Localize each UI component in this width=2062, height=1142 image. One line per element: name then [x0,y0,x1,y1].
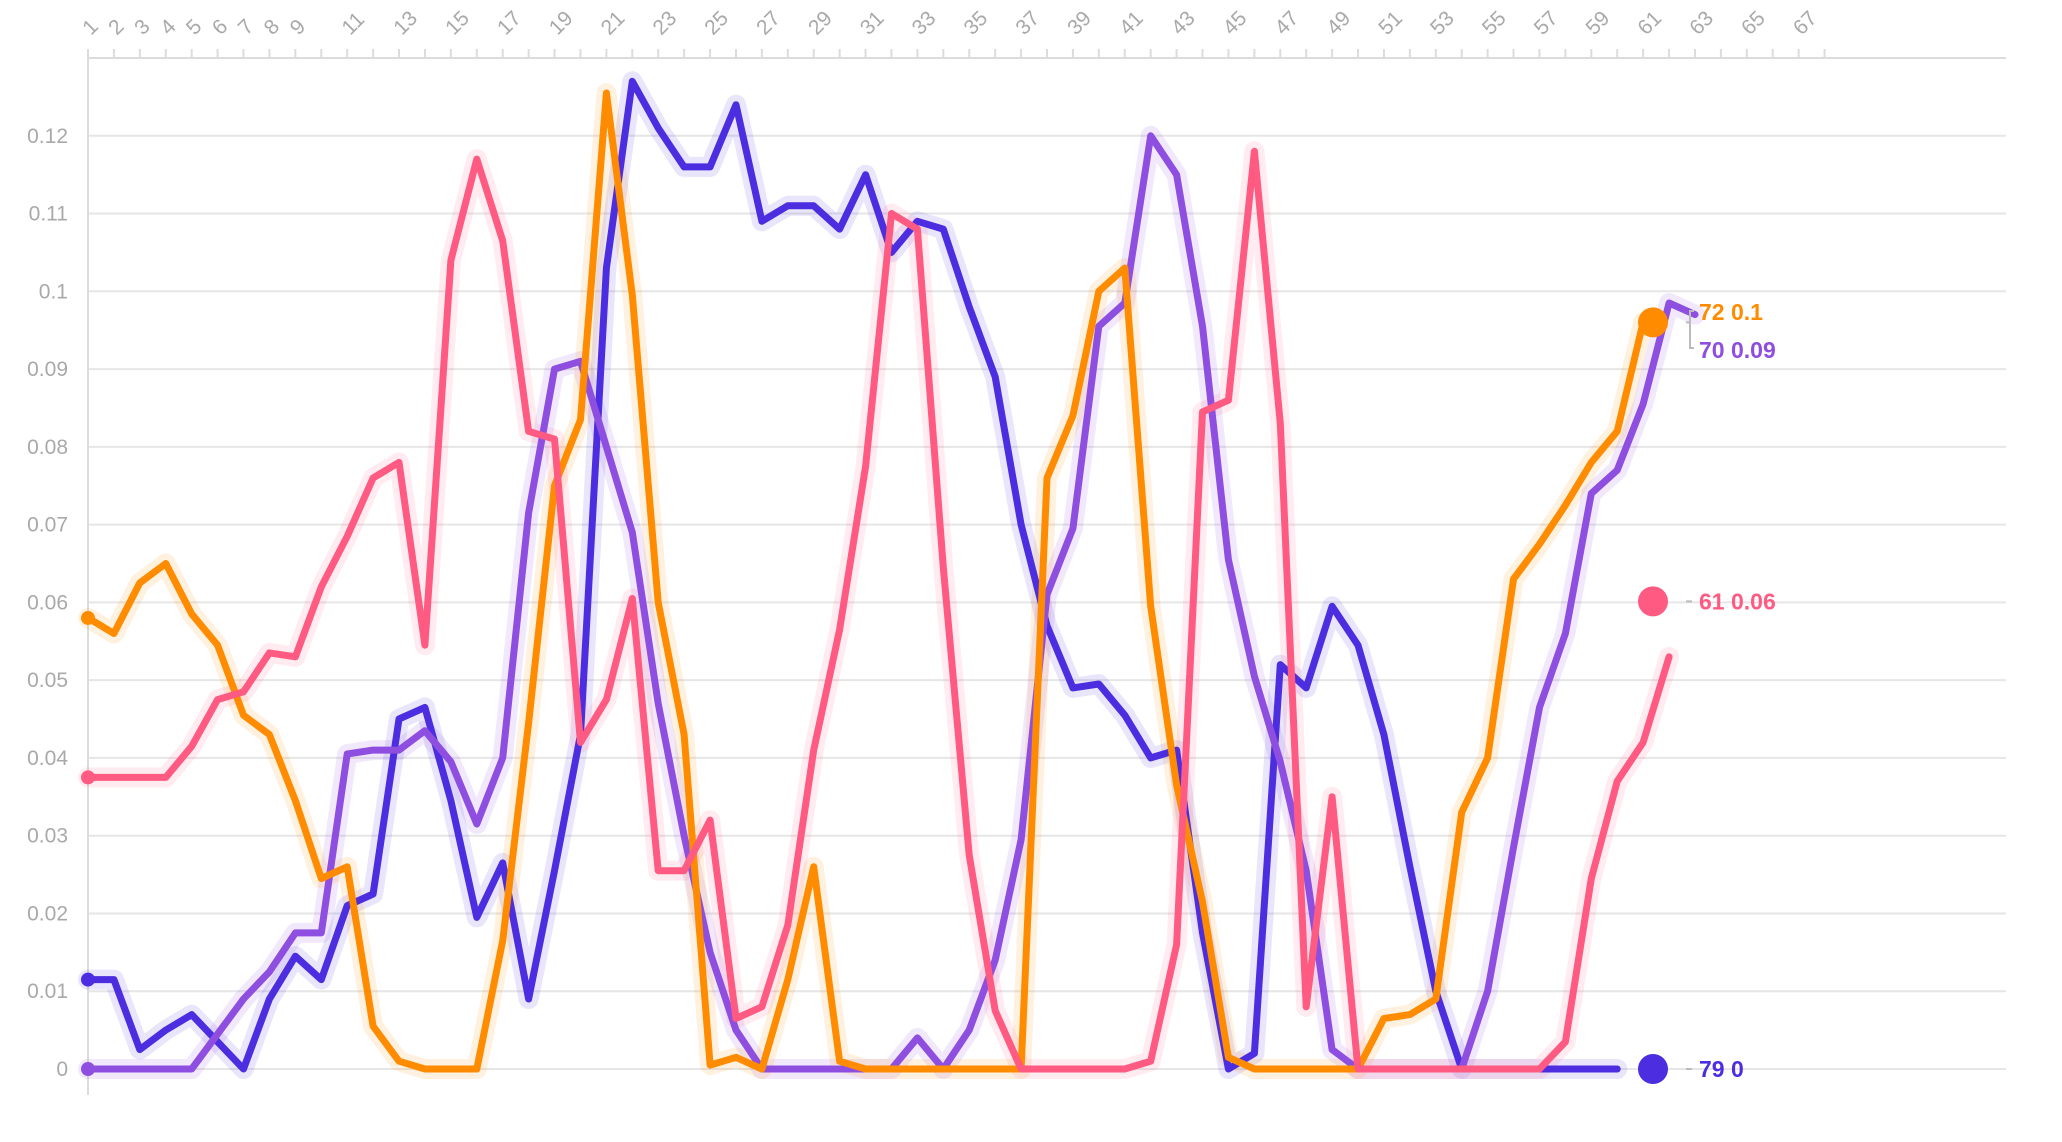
x-tick-label: 33 [908,7,941,40]
y-tick-label: 0.09 [27,358,68,381]
y-tick-label: 0.1 [39,280,68,303]
x-tick-label: 5 [182,15,207,40]
x-tick-label: 6 [208,15,233,40]
x-tick-label: 7 [234,15,259,40]
x-tick-label: 13 [389,7,422,40]
x-tick-label: 21 [597,7,630,40]
x-tick-label: 4 [156,15,181,40]
x-tick-label: 51 [1374,7,1407,40]
y-tick-label: 0.03 [27,825,68,848]
series-70-start-dot [81,1062,95,1076]
series-79-end-label: 79 0 [1699,1056,1744,1082]
x-tick-label: 9 [286,15,311,40]
y-tick-label: 0.11 [29,203,68,226]
x-tick-label: 27 [752,7,785,40]
series-61-end-marker [1638,586,1668,617]
x-tick-label: 17 [493,7,526,40]
y-tick-label: 0.02 [27,902,68,925]
series-61-line [84,147,1673,1073]
y-tick-label: 0.06 [27,591,68,614]
x-tick-label: 65 [1737,7,1770,40]
x-tick-label: 41 [1115,7,1148,40]
x-tick-label: 45 [1219,7,1252,40]
series-61-end-label: 61 0.06 [1699,588,1776,614]
x-tick-label: 63 [1685,7,1718,40]
x-tick-label: 61 [1633,7,1666,40]
x-tick-label: 1 [78,15,103,40]
x-tick-label: 37 [1011,7,1044,40]
y-tick-label: 0 [56,1058,68,1081]
x-tick-label: 8 [260,15,285,40]
series-70-end-label: 70 0.09 [1699,337,1776,363]
x-tick-label: 23 [648,7,681,40]
y-tick-label: 0.05 [27,669,68,692]
x-tick-label: 67 [1789,7,1822,40]
x-tick-label: 49 [1322,7,1355,40]
series-72-end-marker [1638,307,1668,338]
axis-layer: 0 0.01 0.02 0.03 0.04 0.05 0.06 0.07 0.08 0.09 0.1… [27,7,1826,1081]
y-tick-label: 0.01 [27,980,68,1003]
series-79-line [84,77,1621,1073]
x-tick-label: 47 [1271,7,1304,40]
y-tick-label: 0.07 [27,514,68,537]
x-tick-label: 19 [545,7,578,40]
end-label-bracket [1689,310,1694,349]
series-72-end-label: 72 0.1 [1699,299,1763,325]
x-tick-label: 55 [1478,7,1511,40]
x-tick-label: 39 [1063,7,1096,40]
x-tick-label: 15 [441,7,474,40]
y-tick-label: 0.08 [27,436,68,459]
x-tick-label: 25 [700,7,733,40]
x-tick-label: 35 [960,7,993,40]
x-tick-label: 57 [1530,7,1563,40]
series-72-line [84,89,1647,1073]
series-61-start-dot [81,770,95,785]
x-tick-label: 53 [1426,7,1459,40]
x-tick-label: 2 [104,15,129,40]
series-72-start-dot [81,610,95,625]
series-79-end-marker [1638,1054,1668,1084]
y-tick-label: 0.04 [27,747,68,770]
x-tick-label: 43 [1167,7,1200,40]
x-tick-label: 3 [130,15,155,40]
end-label-layer: 79 0 61 0.06 72 0.1 70 0.09 [1638,299,1776,1084]
x-tick-label: 59 [1582,7,1615,40]
y-tick-label: 0.12 [27,125,68,148]
x-tick-label: 31 [856,7,889,40]
x-tick-label: 29 [804,7,837,40]
x-tick-label: 11 [337,8,369,40]
series-line-layer [81,77,1699,1076]
series-79-start-dot [81,972,95,987]
